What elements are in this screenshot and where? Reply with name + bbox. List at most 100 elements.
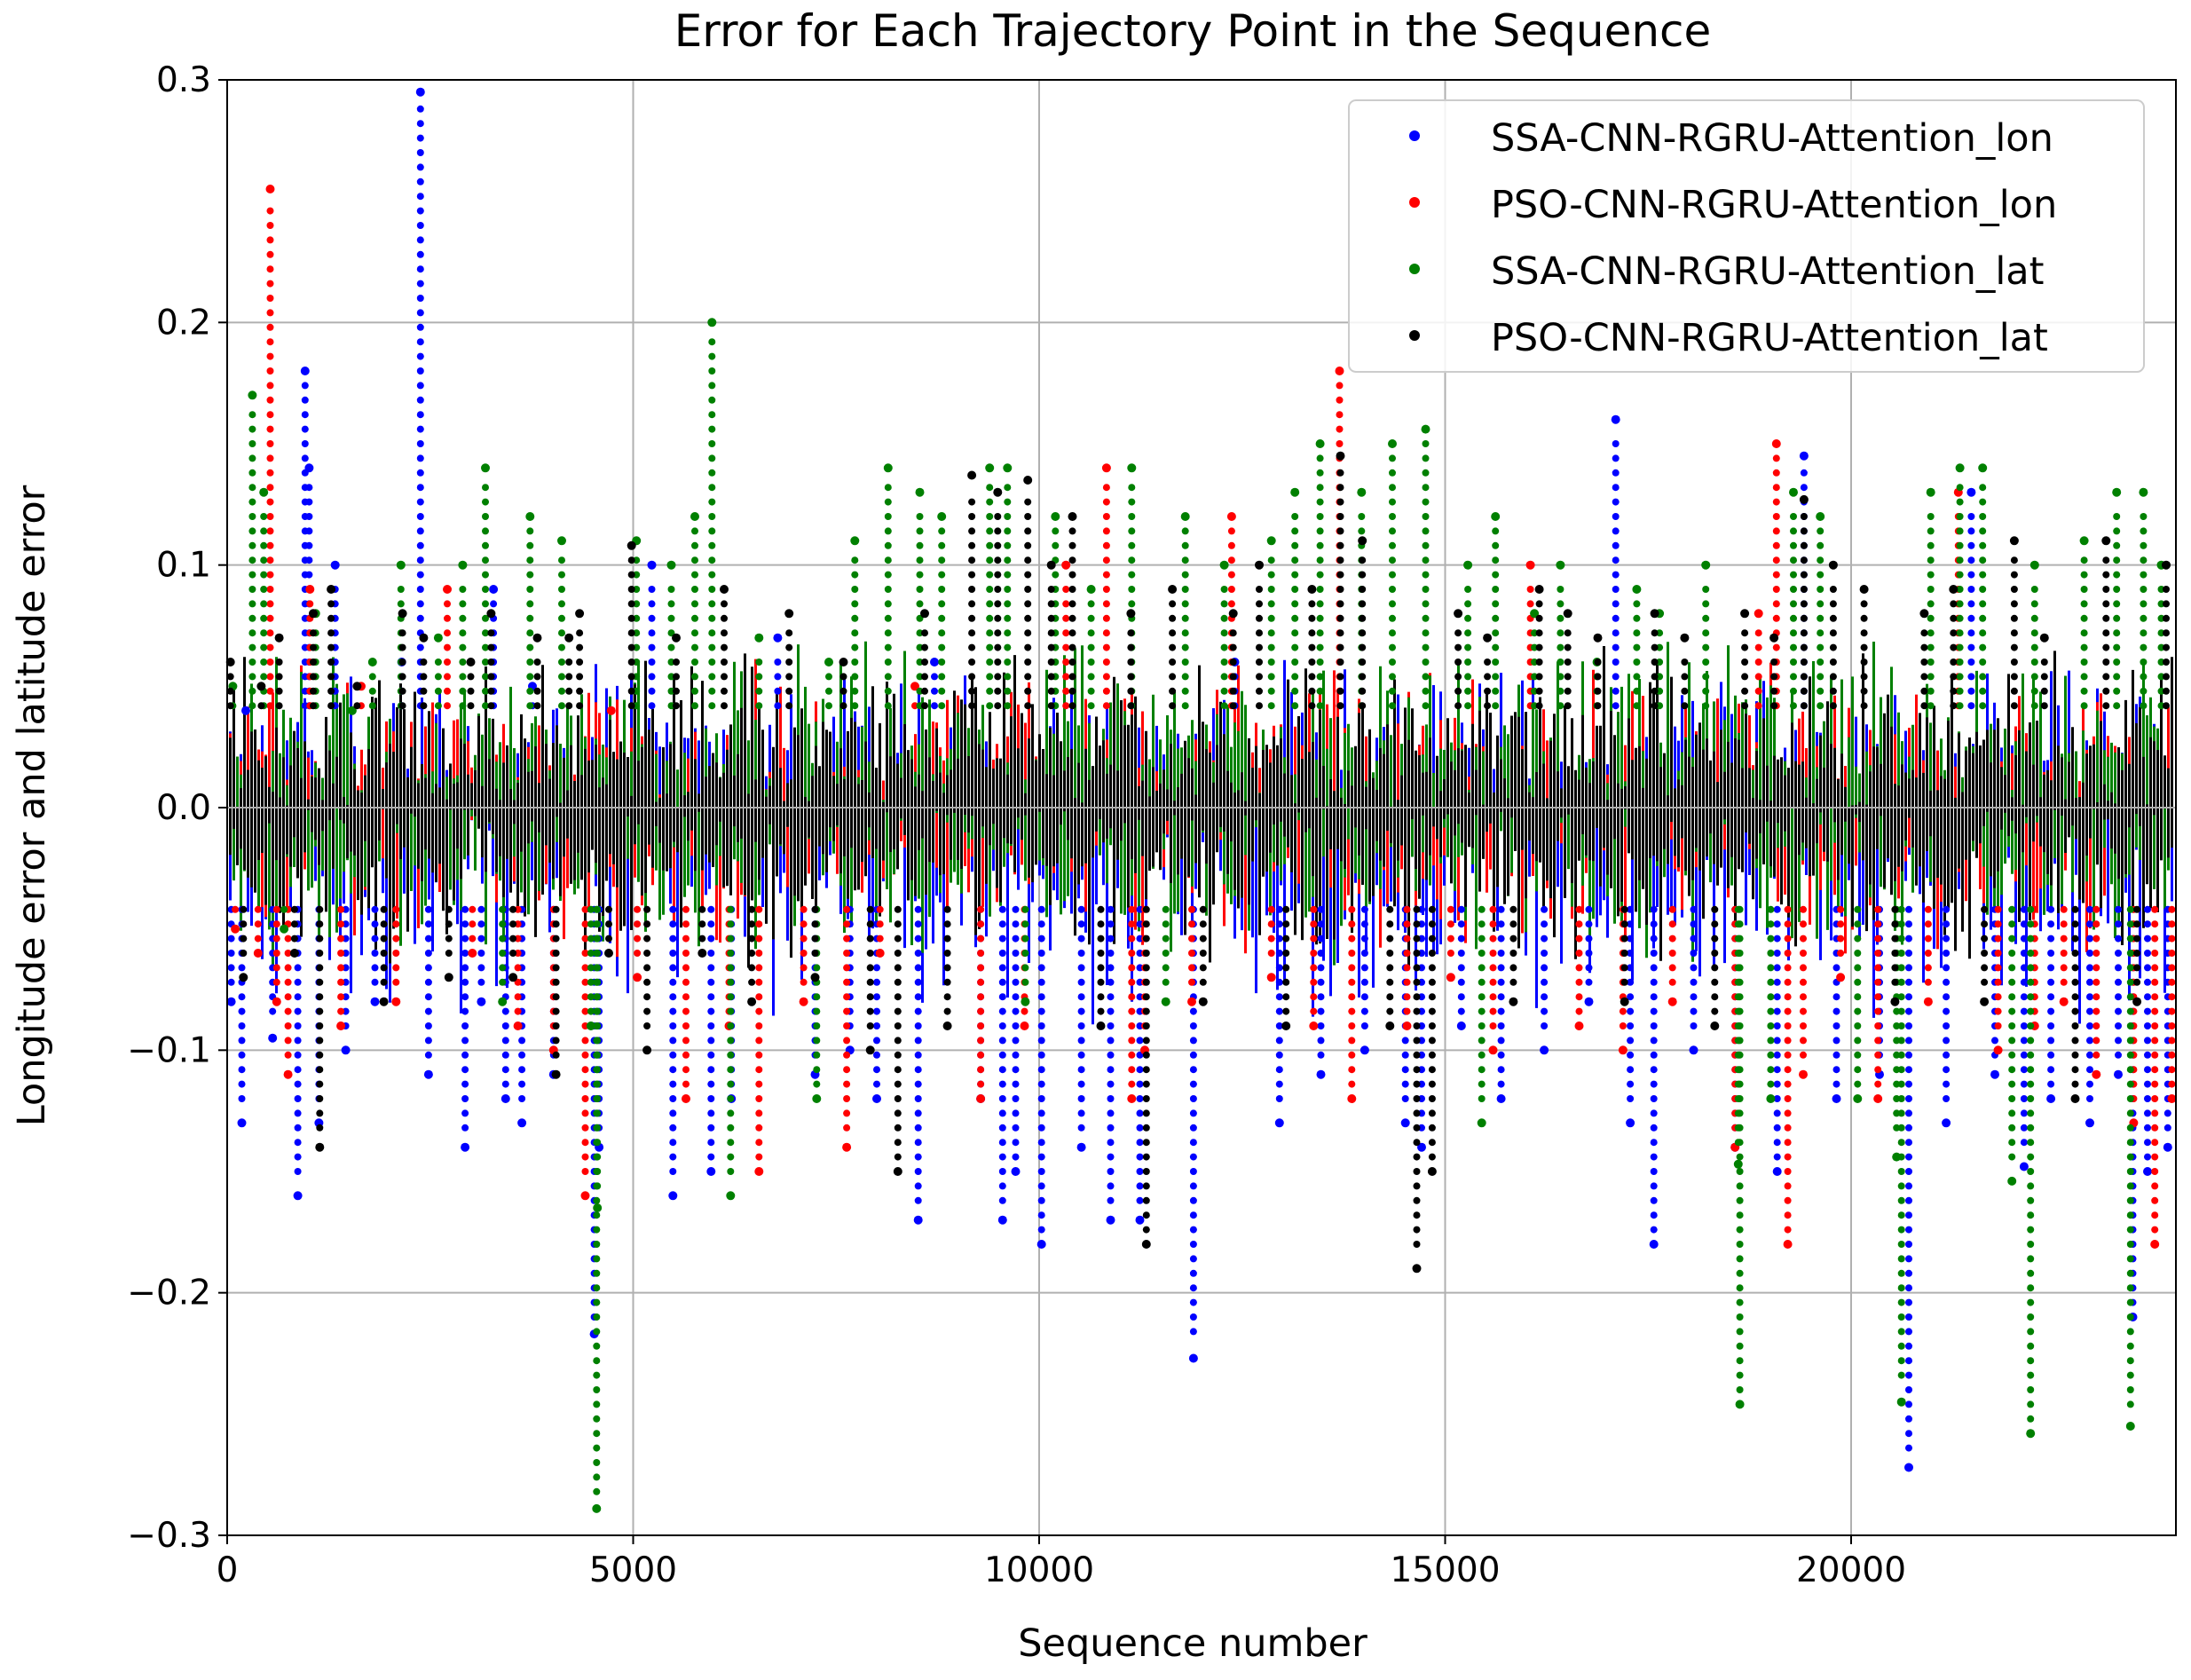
spike-trail-point	[1457, 964, 1465, 972]
spike-trail-point	[294, 978, 302, 986]
spike-trail-point	[1784, 978, 1792, 986]
spike-trail-point	[1736, 1051, 1744, 1059]
spike-trail-point	[594, 1124, 602, 1132]
spike-trail-point	[1162, 920, 1170, 928]
spike-trail-point	[1267, 687, 1275, 695]
spike-trail-point	[594, 905, 602, 913]
x-tick-label: 10000	[984, 1550, 1094, 1590]
spike-trail-point	[1509, 964, 1517, 972]
spike-trail-point	[2113, 541, 2121, 549]
spike-trail-point	[1413, 1226, 1421, 1234]
spike-trail-point	[843, 1037, 851, 1045]
spike-trail-point	[306, 600, 314, 608]
spike-trail-point	[968, 614, 976, 622]
data-point	[842, 1142, 852, 1152]
spike-trail-point	[1428, 950, 1436, 957]
spike-trail-point	[1047, 673, 1055, 681]
spike-trail-point	[914, 1051, 922, 1059]
data-point	[2009, 536, 2019, 546]
spike-trail-point	[248, 454, 256, 462]
spike-trail-point	[2163, 586, 2170, 593]
spike-trail-point	[843, 1022, 851, 1029]
spike-trail-point	[594, 1066, 602, 1074]
spike-trail-point	[1024, 498, 1032, 506]
spike-trail-point	[2157, 600, 2165, 608]
spike-trail-point	[977, 1080, 985, 1088]
spike-trail-point	[1854, 1037, 1862, 1045]
data-point	[253, 949, 263, 958]
spike-trail-point	[1702, 673, 1710, 681]
spike-trail-point	[1656, 629, 1664, 637]
data-point	[2162, 560, 2171, 570]
spike-trail-point	[691, 643, 698, 651]
spike-trail-point	[843, 935, 851, 943]
spike-trail-point	[914, 978, 922, 986]
spike-trail-point	[1612, 673, 1620, 681]
spike-trail-point	[1181, 527, 1189, 535]
data-point	[1904, 1463, 1913, 1472]
spike-trail-point	[1711, 1007, 1719, 1015]
spike-trail-point	[1736, 1255, 1744, 1263]
spike-trail-point	[986, 614, 994, 622]
spike-trail-point	[1650, 1153, 1658, 1161]
spike-trail-point	[1773, 1124, 1781, 1132]
spike-trail-point	[1267, 702, 1275, 710]
legend-label: PSO-CNN-RGRU-Attention_lon	[1491, 183, 2057, 227]
spike-trail-point	[1627, 1080, 1635, 1088]
data-point	[1649, 1240, 1659, 1249]
data-point	[1402, 1021, 1412, 1030]
spike-trail-point	[1389, 469, 1396, 477]
spike-trail-point	[1413, 1124, 1421, 1132]
spike-trail-point	[1418, 935, 1425, 943]
spike-trail-point	[1772, 600, 1780, 608]
data-point	[1919, 609, 1929, 619]
spike-trail-point	[2168, 1080, 2176, 1088]
spike-trail-point	[1316, 484, 1324, 492]
spike-trail-point	[2008, 1051, 2016, 1059]
data-point	[2070, 1094, 2080, 1103]
spike-trail-point	[2126, 1124, 2134, 1132]
spike-trail-point	[2092, 1022, 2100, 1029]
spike-trail-point	[1736, 1241, 1744, 1248]
data-point	[239, 973, 248, 982]
legend-label: SSA-CNN-RGRU-Attention_lon	[1491, 116, 2053, 161]
spike-trail-point	[461, 1051, 469, 1059]
spike-trail-point	[1854, 950, 1862, 957]
spike-trail-point	[1967, 643, 1975, 651]
spike-trail-point	[1943, 978, 1951, 986]
spike-trail-point	[727, 1153, 735, 1161]
spike-trail-point	[1037, 1080, 1045, 1088]
spike-trail-point	[594, 964, 602, 972]
spike-trail-point	[1478, 905, 1486, 913]
data-point	[920, 609, 929, 619]
data-point	[1620, 997, 1629, 1006]
spike-trail-point	[1359, 600, 1367, 608]
data-point	[1456, 1021, 1466, 1030]
spike-trail-point	[327, 673, 335, 681]
spike-trail-point	[594, 1139, 602, 1147]
data-point	[997, 1215, 1007, 1225]
spike-trail-point	[1702, 600, 1710, 608]
spike-trail-point	[1457, 978, 1465, 986]
spike-trail-point	[1267, 950, 1275, 957]
data-point	[1853, 1094, 1863, 1103]
spike-trail-point	[994, 643, 1002, 651]
spike-trail-point	[1077, 1051, 1085, 1059]
spike-trail-point	[1497, 1080, 1505, 1088]
spike-trail-point	[1854, 978, 1862, 986]
spike-trail-point	[643, 950, 651, 957]
spike-trail-point	[2126, 1051, 2134, 1059]
spike-trail-point	[2080, 687, 2088, 695]
spike-trail-point	[1037, 1211, 1045, 1219]
spike-trail-point	[1189, 1328, 1197, 1336]
spike-trail-point	[1446, 950, 1454, 957]
data-point	[1336, 451, 1345, 461]
spike-trail-point	[1428, 1124, 1436, 1132]
spike-trail-point	[1181, 571, 1189, 579]
spike-trail-point	[1874, 1051, 1882, 1059]
spike-trail-point	[1102, 527, 1110, 535]
spike-trail-point	[1784, 1007, 1792, 1015]
spike-trail-point	[1773, 1051, 1781, 1059]
spike-trail-point	[2060, 935, 2068, 943]
spike-trail-point	[755, 1080, 763, 1088]
